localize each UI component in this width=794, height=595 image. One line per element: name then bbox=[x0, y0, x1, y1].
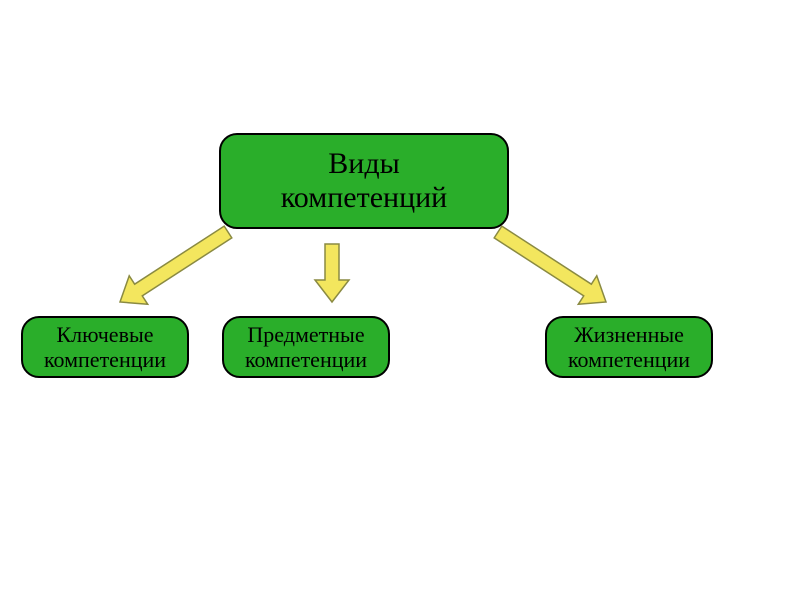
child-node-1-label: Предметные компетенции bbox=[245, 322, 367, 373]
child-node-1: Предметные компетенции bbox=[222, 316, 390, 378]
child-node-0-label: Ключевые компетенции bbox=[44, 322, 166, 373]
root-node-label: Виды компетенций bbox=[281, 147, 447, 216]
arrow-1 bbox=[313, 225, 351, 321]
arrow-2 bbox=[472, 206, 633, 329]
child-node-2: Жизненные компетенции bbox=[545, 316, 713, 378]
root-node: Виды компетенций bbox=[219, 133, 509, 229]
child-node-0: Ключевые компетенции bbox=[21, 316, 189, 378]
child-node-2-label: Жизненные компетенции bbox=[568, 322, 690, 373]
arrow-0 bbox=[94, 206, 255, 329]
